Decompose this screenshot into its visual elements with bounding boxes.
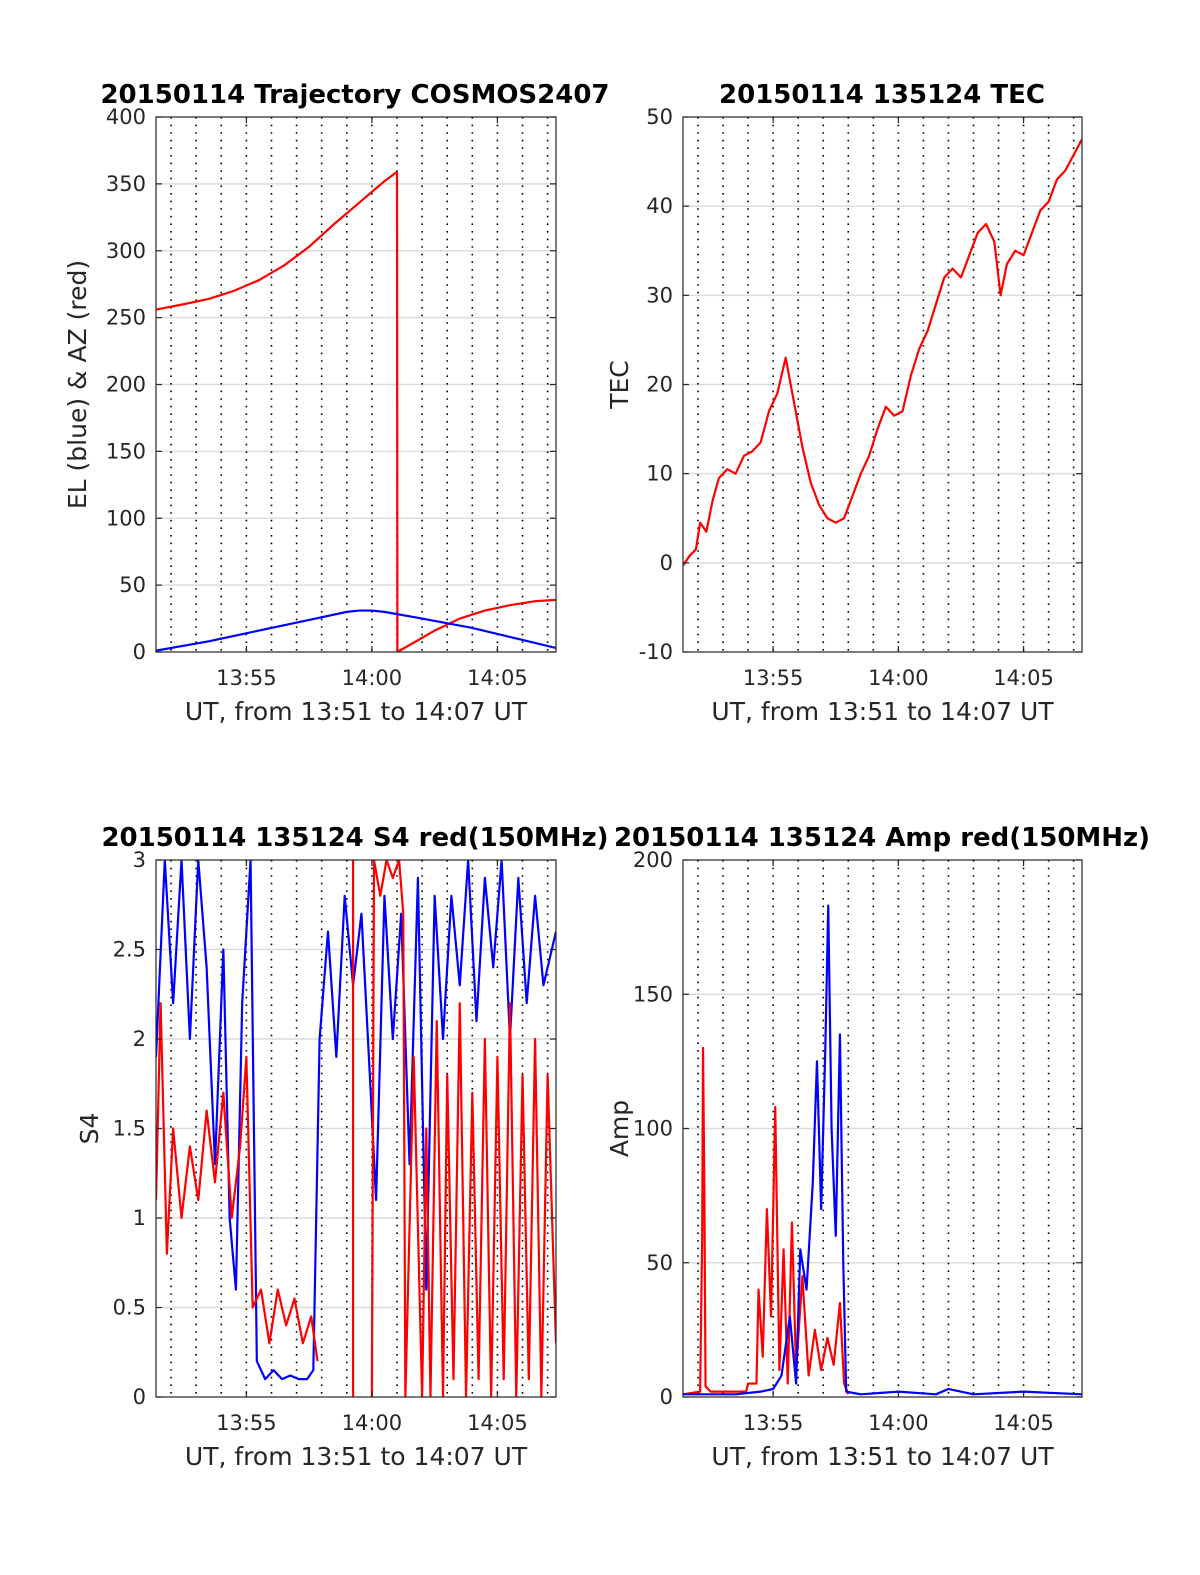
y-tick-label: 350 — [106, 172, 146, 196]
y-tick-label: 1 — [133, 1206, 146, 1230]
series-line — [370, 860, 556, 1397]
x-tick-label: 14:00 — [868, 666, 929, 690]
y-tick-label: 300 — [106, 239, 146, 263]
series-line — [156, 1002, 319, 1362]
chart-traj: 0 50 100 150 200 250 300 350 400 13:55 14:00 14:05 2… — [63, 80, 610, 726]
x-tick-label: 14:05 — [993, 666, 1054, 690]
chart-title: 20150114 Trajectory COSMOS2407 — [100, 80, 609, 110]
y-tick-label: 100 — [106, 506, 146, 530]
series-line — [156, 170, 398, 311]
chart-title: 20150114 135124 S4 red(150MHz) — [101, 823, 608, 853]
x-tick-label: 13:55 — [216, 666, 277, 690]
y-tick-label: 1.5 — [113, 1117, 146, 1141]
y-tick-label: 400 — [106, 105, 146, 129]
y-tick-label: 200 — [633, 848, 673, 872]
y-tick-label: -10 — [639, 640, 673, 664]
chart-tec: -10 0 10 20 30 40 50 13:55 14:00 14:05 20150114 13… — [605, 80, 1083, 726]
x-axis-label: UT, from 13:51 to 14:07 UT — [185, 697, 528, 726]
x-tick-label: 14:00 — [868, 1411, 929, 1435]
y-tick-label: 50 — [119, 573, 146, 597]
series-line — [683, 1046, 850, 1396]
y-tick-label: 200 — [106, 373, 146, 397]
x-axis-label: UT, from 13:51 to 14:07 UT — [185, 1442, 528, 1471]
series-line — [156, 609, 556, 652]
x-tick-label: 13:55 — [743, 1411, 804, 1435]
x-tick-label: 14:05 — [993, 1411, 1054, 1435]
chart-s4: 0 0.5 1 1.5 2 2.5 3 13:55 14:00 14:05 20150114 135… — [75, 823, 609, 1471]
x-tick-label: 14:00 — [342, 666, 403, 690]
y-tick-label: 3 — [133, 848, 146, 872]
y-tick-label: 0 — [133, 640, 146, 664]
y-tick-label: 50 — [646, 1251, 673, 1275]
y-tick-label: 2 — [133, 1027, 146, 1051]
x-axis-label: UT, from 13:51 to 14:07 UT — [711, 697, 1054, 726]
y-tick-label: 2.5 — [113, 938, 146, 962]
series-line — [683, 904, 1082, 1396]
chart-amp: 0 50 100 150 200 13:55 14:00 14:05 20150114 1351… — [605, 823, 1150, 1471]
y-tick-label: 100 — [633, 1117, 673, 1141]
y-tick-label: 0.5 — [113, 1296, 146, 1320]
series-line — [683, 138, 1082, 567]
series-line — [156, 860, 556, 1381]
y-tick-label: 40 — [646, 194, 673, 218]
y-axis-label: EL (blue) & AZ (red) — [63, 260, 92, 509]
x-axis-label: UT, from 13:51 to 14:07 UT — [711, 1442, 1054, 1471]
x-tick-label: 14:05 — [467, 666, 528, 690]
y-tick-label: 10 — [646, 462, 673, 486]
y-axis-label: TEC — [605, 360, 634, 410]
x-tick-label: 13:55 — [216, 1411, 277, 1435]
y-axis-label: S4 — [75, 1113, 104, 1145]
x-tick-label: 14:00 — [342, 1411, 403, 1435]
y-tick-label: 0 — [133, 1385, 146, 1409]
x-tick-label: 13:55 — [743, 666, 804, 690]
y-tick-label: 20 — [646, 373, 673, 397]
y-axis-label: Amp — [605, 1100, 634, 1157]
y-tick-label: 250 — [106, 306, 146, 330]
y-tick-label: 50 — [646, 105, 673, 129]
y-tick-label: 0 — [660, 551, 673, 575]
y-tick-label: 30 — [646, 283, 673, 307]
chart-title: 20150114 135124 TEC — [719, 80, 1045, 110]
x-tick-label: 14:05 — [467, 1411, 528, 1435]
y-tick-label: 0 — [660, 1385, 673, 1409]
series-line — [396, 598, 556, 652]
y-tick-label: 150 — [633, 982, 673, 1006]
chart-title: 20150114 135124 Amp red(150MHz) — [614, 823, 1150, 853]
y-tick-label: 150 — [106, 439, 146, 463]
